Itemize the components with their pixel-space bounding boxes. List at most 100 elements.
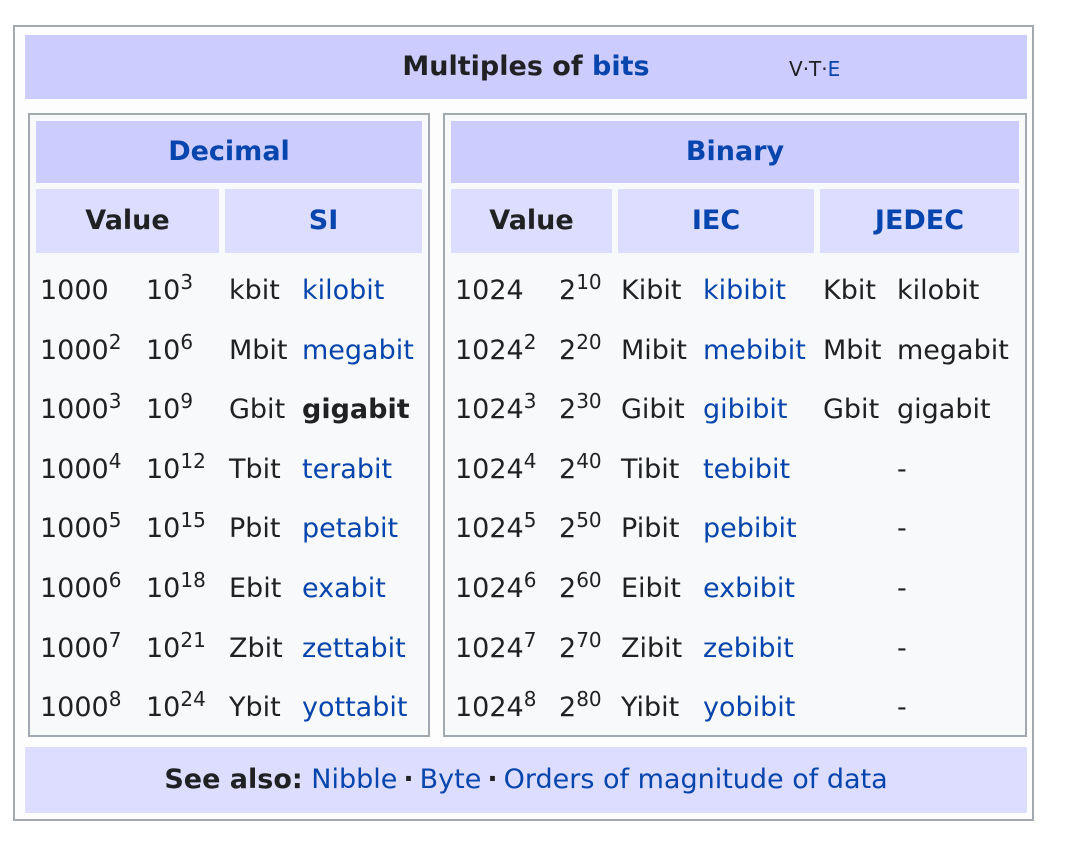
power-base: 2 <box>559 573 577 604</box>
si-name-link[interactable]: kilobit <box>302 275 385 306</box>
iec-name-link[interactable]: mebibit <box>703 334 806 366</box>
power-base: 2 <box>559 692 577 724</box>
value-exponent: 6 <box>523 568 537 592</box>
value-base: 1024 <box>455 275 524 306</box>
binary-power-cell: 260 <box>559 559 602 619</box>
decimal-power-cell: 1015 <box>146 499 206 559</box>
iec-name-link[interactable]: yobibit <box>703 692 796 724</box>
power-exponent: 18 <box>180 568 206 592</box>
iec-name-link[interactable]: tebibit <box>703 453 791 485</box>
binary-value-cell: 1024 <box>455 261 524 321</box>
si-symbol: Mbit <box>229 334 288 366</box>
si-name-link[interactable]: yottabit <box>302 692 408 724</box>
value-exponent: 2 <box>108 329 122 354</box>
see-also-link-nibble[interactable]: Nibble <box>311 764 398 795</box>
value-base: 1000 <box>40 573 109 604</box>
value-exponent: 2 <box>523 329 537 354</box>
binary-jedec-header: JEDEC <box>820 189 1019 253</box>
si-symbol: Gbit <box>229 394 286 426</box>
binary-value-cell: 10248 <box>455 678 536 738</box>
binary-header: Binary <box>451 121 1019 183</box>
power-base: 2 <box>559 394 577 426</box>
iec-symbol: Tibit <box>621 453 680 485</box>
decimal-value-cell: 10004 <box>40 440 121 500</box>
iec-name-link[interactable]: exbibit <box>703 573 795 604</box>
power-base: 10 <box>146 692 181 724</box>
value-base: 1000 <box>40 394 109 426</box>
power-exponent: 15 <box>180 508 206 533</box>
jedec-name-empty: - <box>897 573 907 604</box>
value-col-label: Value <box>85 205 170 236</box>
edit-template-link[interactable]: E <box>827 57 841 81</box>
iec-symbol: Mibit <box>621 334 688 366</box>
footer-separator: · <box>403 764 414 795</box>
value-base: 1000 <box>40 453 109 485</box>
power-base: 10 <box>146 275 181 306</box>
iec-name-link[interactable]: gibibit <box>703 394 788 426</box>
iec-name-link[interactable]: zebibit <box>703 632 794 664</box>
view-template-link[interactable]: V <box>789 57 803 81</box>
si-name-link[interactable]: petabit <box>302 513 399 545</box>
iec-name-link[interactable]: kibibit <box>703 275 787 306</box>
decimal-header-link[interactable]: Decimal <box>168 136 290 167</box>
see-also-link-orders-of-magnitude[interactable]: Orders of magnitude of data <box>503 764 888 795</box>
footer-separator: · <box>487 764 498 795</box>
binary-power-cell: 210 <box>559 261 602 321</box>
power-base: 10 <box>146 334 181 366</box>
navbox-title: Multiples of bits <box>25 35 1027 99</box>
value-base: 1000 <box>40 632 109 664</box>
si-symbol: Pbit <box>229 513 281 545</box>
decimal-power-cell: 109 <box>146 380 193 440</box>
value-base: 1024 <box>455 394 524 426</box>
power-exponent: 3 <box>180 270 194 294</box>
power-base: 2 <box>559 334 577 366</box>
power-exponent: 12 <box>180 448 206 473</box>
power-exponent: 9 <box>180 389 194 414</box>
si-name-link[interactable]: exabit <box>302 573 386 604</box>
jedec-header-link[interactable]: JEDEC <box>874 205 965 236</box>
power-exponent: 24 <box>180 687 206 712</box>
power-exponent: 80 <box>576 687 602 712</box>
jedec-name: megabit <box>897 334 1009 366</box>
power-exponent: 21 <box>180 627 206 652</box>
power-exponent: 70 <box>576 627 602 652</box>
vte-links: V·T·E <box>789 35 840 99</box>
jedec-name: kilobit <box>897 275 980 306</box>
binary-iec-header: IEC <box>618 189 814 253</box>
power-exponent: 10 <box>576 270 602 294</box>
si-name-link[interactable]: zettabit <box>302 632 406 664</box>
value-base: 1024 <box>455 334 524 366</box>
value-exponent: 3 <box>108 389 122 414</box>
value-exponent: 8 <box>108 687 122 712</box>
si-name-link[interactable]: megabit <box>302 334 414 366</box>
jedec-name-empty: - <box>897 632 907 664</box>
power-exponent: 40 <box>576 448 602 473</box>
value-exponent: 5 <box>523 508 537 533</box>
power-base: 2 <box>559 632 577 664</box>
value-base: 1024 <box>455 453 524 485</box>
talk-template-link[interactable]: T <box>809 57 822 81</box>
vte-separator: · <box>802 57 810 81</box>
decimal-value-cell: 10003 <box>40 380 121 440</box>
decimal-power-cell: 1021 <box>146 619 206 679</box>
value-exponent: 5 <box>108 508 122 533</box>
iec-name-link[interactable]: pebibit <box>703 513 797 545</box>
value-exponent: 6 <box>108 568 122 592</box>
binary-header-link[interactable]: Binary <box>685 136 785 167</box>
jedec-name-empty: - <box>897 453 907 485</box>
see-also-link-byte[interactable]: Byte <box>419 764 482 795</box>
title-prefix: Multiples of <box>402 51 583 82</box>
iec-symbol: Gibit <box>621 394 685 426</box>
jedec-name: gigabit <box>897 394 991 426</box>
value-base: 1024 <box>455 632 524 664</box>
power-base: 10 <box>146 394 181 426</box>
value-exponent: 7 <box>523 627 537 652</box>
si-name-link[interactable]: terabit <box>302 453 393 485</box>
binary-power-cell: 280 <box>559 678 602 738</box>
decimal-power-cell: 1024 <box>146 678 206 738</box>
iec-header-link[interactable]: IEC <box>691 205 741 236</box>
title-link-bits[interactable]: bits <box>592 51 650 82</box>
si-header-link[interactable]: SI <box>308 205 339 236</box>
power-base: 2 <box>559 275 577 306</box>
iec-symbol: Yibit <box>621 692 680 724</box>
